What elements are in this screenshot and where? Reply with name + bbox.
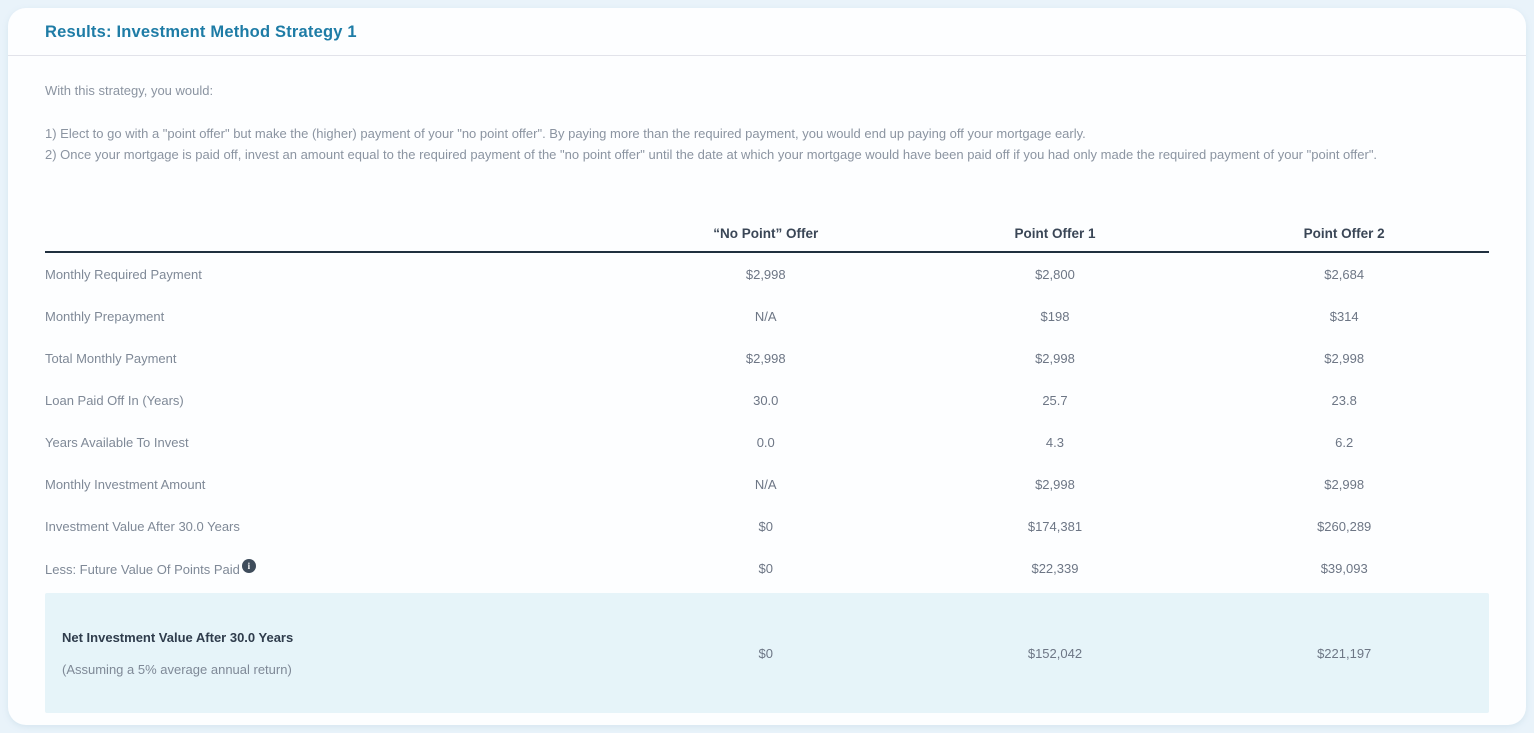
column-header-point-offer-1: Point Offer 1 bbox=[1014, 225, 1096, 241]
row-value: N/A bbox=[754, 476, 777, 492]
table-row: Investment Value After 30.0 Yearsi $0 $1… bbox=[45, 505, 1489, 547]
row-value: $0 bbox=[758, 560, 773, 576]
row-value: $2,998 bbox=[1324, 476, 1365, 492]
row-label: Monthly Prepaymenti bbox=[45, 309, 621, 324]
row-label: Monthly Required Paymenti bbox=[45, 267, 621, 282]
table-row: Years Available To Investi 0.0 4.3 6.2 bbox=[45, 421, 1489, 463]
row-value: 30.0 bbox=[753, 392, 779, 408]
row-value: $198 bbox=[1040, 308, 1070, 324]
row-value: $314 bbox=[1329, 308, 1359, 324]
column-header-point-offer-2: Point Offer 2 bbox=[1303, 225, 1385, 241]
card-content: With this strategy, you would: 1) Elect … bbox=[8, 83, 1526, 713]
summary-row: Net Investment Value After 30.0 Years (A… bbox=[45, 593, 1489, 713]
table-row: Total Monthly Paymenti $2,998 $2,998 $2,… bbox=[45, 337, 1489, 379]
column-header-no-point-offer: “No Point” Offer bbox=[713, 225, 819, 241]
row-value: $22,339 bbox=[1031, 560, 1079, 576]
row-value: 23.8 bbox=[1331, 392, 1357, 408]
intro-lead: With this strategy, you would: bbox=[45, 83, 214, 98]
table-body: Monthly Required Paymenti $2,998 $2,800 … bbox=[45, 253, 1489, 589]
page-title: Results: Investment Method Strategy 1 bbox=[45, 23, 357, 41]
row-label-text: Total Monthly Payment bbox=[45, 350, 177, 366]
row-label-text: Loan Paid Off In (Years) bbox=[45, 392, 184, 408]
table-row: Loan Paid Off In (Years)i 30.0 25.7 23.8 bbox=[45, 379, 1489, 421]
summary-value: $221,197 bbox=[1317, 645, 1372, 661]
row-label: Investment Value After 30.0 Yearsi bbox=[45, 519, 621, 534]
row-label: Less: Future Value Of Points Paid i bbox=[45, 559, 621, 577]
row-value: 0.0 bbox=[756, 434, 775, 450]
summary-label: Net Investment Value After 30.0 Years bbox=[62, 629, 294, 645]
row-value: $2,998 bbox=[1324, 350, 1365, 366]
row-label-text: Monthly Required Payment bbox=[45, 266, 202, 282]
row-value: $2,998 bbox=[745, 350, 786, 366]
row-label: Years Available To Investi bbox=[45, 435, 621, 450]
intro-step-1: 1) Elect to go with a "point offer" but … bbox=[45, 126, 1086, 141]
row-value: 6.2 bbox=[1335, 434, 1354, 450]
info-icon[interactable]: i bbox=[241, 559, 256, 573]
row-value: $2,998 bbox=[1035, 350, 1075, 366]
table-row: Less: Future Value Of Points Paid i $0 $2… bbox=[45, 547, 1489, 589]
summary-value: $152,042 bbox=[1027, 645, 1083, 661]
row-value: $2,684 bbox=[1324, 266, 1365, 282]
results-table: “No Point” Offer Point Offer 1 Point Off… bbox=[45, 215, 1489, 713]
row-value: $260,289 bbox=[1317, 518, 1372, 534]
row-label-text: Investment Value After 30.0 Years bbox=[45, 518, 240, 534]
row-value: $2,998 bbox=[745, 266, 786, 282]
row-value: 4.3 bbox=[1045, 434, 1064, 450]
row-label-text: Monthly Prepayment bbox=[45, 308, 165, 324]
row-label-text: Monthly Investment Amount bbox=[45, 476, 206, 492]
table-header-row: “No Point” Offer Point Offer 1 Point Off… bbox=[45, 215, 1489, 253]
intro-steps: 1) Elect to go with a "point offer" but … bbox=[45, 123, 1489, 165]
title-divider bbox=[8, 55, 1526, 56]
row-label-text: Less: Future Value Of Points Paid bbox=[45, 562, 240, 577]
row-label: Monthly Investment Amounti bbox=[45, 477, 621, 492]
row-value: $0 bbox=[758, 518, 773, 534]
row-value: 25.7 bbox=[1042, 392, 1068, 408]
row-value: $2,998 bbox=[1035, 476, 1075, 492]
summary-value: $0 bbox=[758, 645, 773, 661]
intro-step-2: 2) Once your mortgage is paid off, inves… bbox=[45, 147, 1378, 162]
row-value: N/A bbox=[754, 308, 777, 324]
table-row: Monthly Required Paymenti $2,998 $2,800 … bbox=[45, 253, 1489, 295]
summary-sublabel: (Assuming a 5% average annual return) bbox=[62, 661, 292, 677]
results-card: Results: Investment Method Strategy 1 Wi… bbox=[8, 8, 1526, 725]
card-header: Results: Investment Method Strategy 1 bbox=[8, 8, 1526, 42]
summary-label-cell: Net Investment Value After 30.0 Years (A… bbox=[45, 630, 621, 677]
row-label: Loan Paid Off In (Years)i bbox=[45, 393, 621, 408]
row-label: Total Monthly Paymenti bbox=[45, 351, 621, 366]
row-value: $2,800 bbox=[1035, 266, 1075, 282]
row-value: $39,093 bbox=[1320, 560, 1368, 576]
row-value: $174,381 bbox=[1027, 518, 1083, 534]
table-row: Monthly Prepaymenti N/A $198 $314 bbox=[45, 295, 1489, 337]
row-label-text: Years Available To Invest bbox=[45, 434, 189, 450]
table-row: Monthly Investment Amounti N/A $2,998 $2… bbox=[45, 463, 1489, 505]
